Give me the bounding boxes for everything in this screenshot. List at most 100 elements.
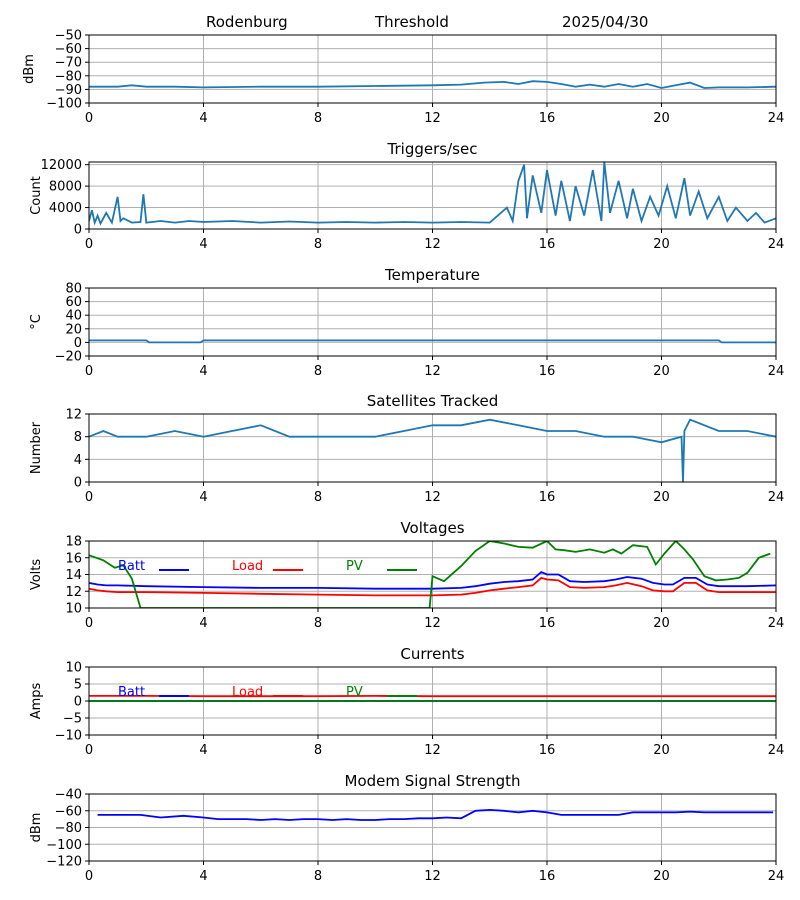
legend-label-load: Load [232,559,263,574]
x-tick-label: 20 [653,616,670,631]
x-tick-label: 16 [539,237,556,252]
x-tick-label: 4 [199,616,207,631]
x-tick-label: 16 [539,111,556,126]
panel-title: Triggers/sec [387,140,478,158]
x-tick-label: 8 [314,364,322,379]
y-tick-label: 0 [74,336,82,351]
y-tick-label: 60 [65,295,82,310]
legend: Batt Load PV [118,559,417,574]
series-line-1 [89,339,776,344]
station-name: Rodenburg [206,13,288,31]
y-tick-label: 12 [65,585,82,600]
x-tick-label: 0 [85,743,93,758]
y-tick-label: 4 [74,453,82,468]
panel-2: 0 4 8 12 16 20 24 0 4000 8000 12000 Triggers/sec Cou… [29,140,784,252]
legend-label-pv: PV [346,685,363,700]
x-tick-label: 20 [653,743,670,758]
x-tick-label: 0 [85,237,93,252]
series-line-1 [97,808,774,821]
x-tick-label: 0 [85,490,93,505]
y-axis-label: dBm [22,54,37,84]
x-tick-label: 8 [314,616,322,631]
y-tick-label: 0 [74,476,82,491]
x-tick-label: 4 [199,869,207,884]
x-tick-label: 8 [314,743,322,758]
y-axis-label: °C [29,314,44,330]
y-tick-label: 14 [65,568,82,583]
x-tick-label: 0 [85,869,93,884]
x-tick-label: 0 [85,616,93,631]
x-tick-label: 12 [424,490,441,505]
series-line-1 [89,418,776,482]
x-tick-label: 16 [539,364,556,379]
x-tick-label: 8 [314,237,322,252]
x-tick-label: 16 [539,869,556,884]
x-tick-label: 4 [199,364,207,379]
series-line-load [89,576,776,597]
y-tick-label: 12 [65,408,82,423]
series-line-1 [89,162,776,226]
series-line-1 [89,80,776,89]
y-tick-label: −40 [55,788,82,803]
y-tick-label: 5 [74,678,82,693]
panel-title: Satellites Tracked [367,392,498,410]
x-tick-label: 20 [653,364,670,379]
x-tick-label: 24 [768,869,785,884]
y-tick-label: −80 [55,821,82,836]
y-tick-label: 40 [65,309,82,324]
y-tick-label: −100 [46,838,82,853]
y-tick-label: −60 [55,804,82,819]
y-tick-label: 80 [65,282,82,297]
x-tick-label: 12 [424,869,441,884]
panel-title: Voltages [400,519,464,537]
y-tick-label: 18 [65,535,82,550]
x-tick-label: 24 [768,364,785,379]
x-tick-label: 4 [199,237,207,252]
legend-label-batt: Batt [118,559,145,574]
x-tick-label: 12 [424,743,441,758]
panel-7: 0 4 8 12 16 20 24 −120 −100 −80 −60−40 Modem Signal… [29,772,784,884]
panel-1: 0 4 8 12 16 20 24 −100−90−80−70−60−50 dBm [22,29,784,127]
x-tick-label: 20 [653,237,670,252]
y-tick-label: −120 [46,855,82,870]
panel-title: Temperature [384,266,480,284]
y-tick-label: 20 [65,322,82,337]
x-tick-label: 16 [539,616,556,631]
x-tick-label: 8 [314,490,322,505]
x-tick-label: 4 [199,490,207,505]
x-tick-label: 4 [199,111,207,126]
x-tick-label: 16 [539,490,556,505]
y-tick-label: −100 [46,97,82,112]
y-axis-label: dBm [29,813,44,843]
x-tick-label: 12 [424,364,441,379]
y-tick-label: −60 [55,42,82,57]
y-axis-label: Amps [29,682,44,719]
panel-6: 0 4 8 12 16 20 24 −10 −5 0 5 10 Currents Amps Batt Load… [29,645,784,758]
x-tick-label: 0 [85,111,93,126]
y-tick-label: 8 [74,430,82,445]
y-tick-label: 10 [65,661,82,676]
y-tick-label: 16 [65,551,82,566]
x-tick-label: 24 [768,743,785,758]
mode-label: Threshold [374,13,449,31]
x-tick-label: 0 [85,364,93,379]
y-axis-label: Number [29,421,44,474]
x-tick-label: 4 [199,743,207,758]
y-tick-label: −5 [63,712,82,727]
y-tick-label: 12000 [41,158,82,173]
x-tick-label: 12 [424,111,441,126]
y-tick-label: −50 [55,29,82,44]
legend-label-pv: PV [346,559,363,574]
x-tick-label: 16 [539,743,556,758]
x-tick-label: 12 [424,616,441,631]
y-tick-label: 4000 [49,201,82,216]
panel-title: Currents [400,645,464,663]
x-tick-label: 8 [314,111,322,126]
y-axis-label: Count [29,176,44,215]
y-tick-label: −20 [55,350,82,365]
x-tick-label: 24 [768,490,785,505]
